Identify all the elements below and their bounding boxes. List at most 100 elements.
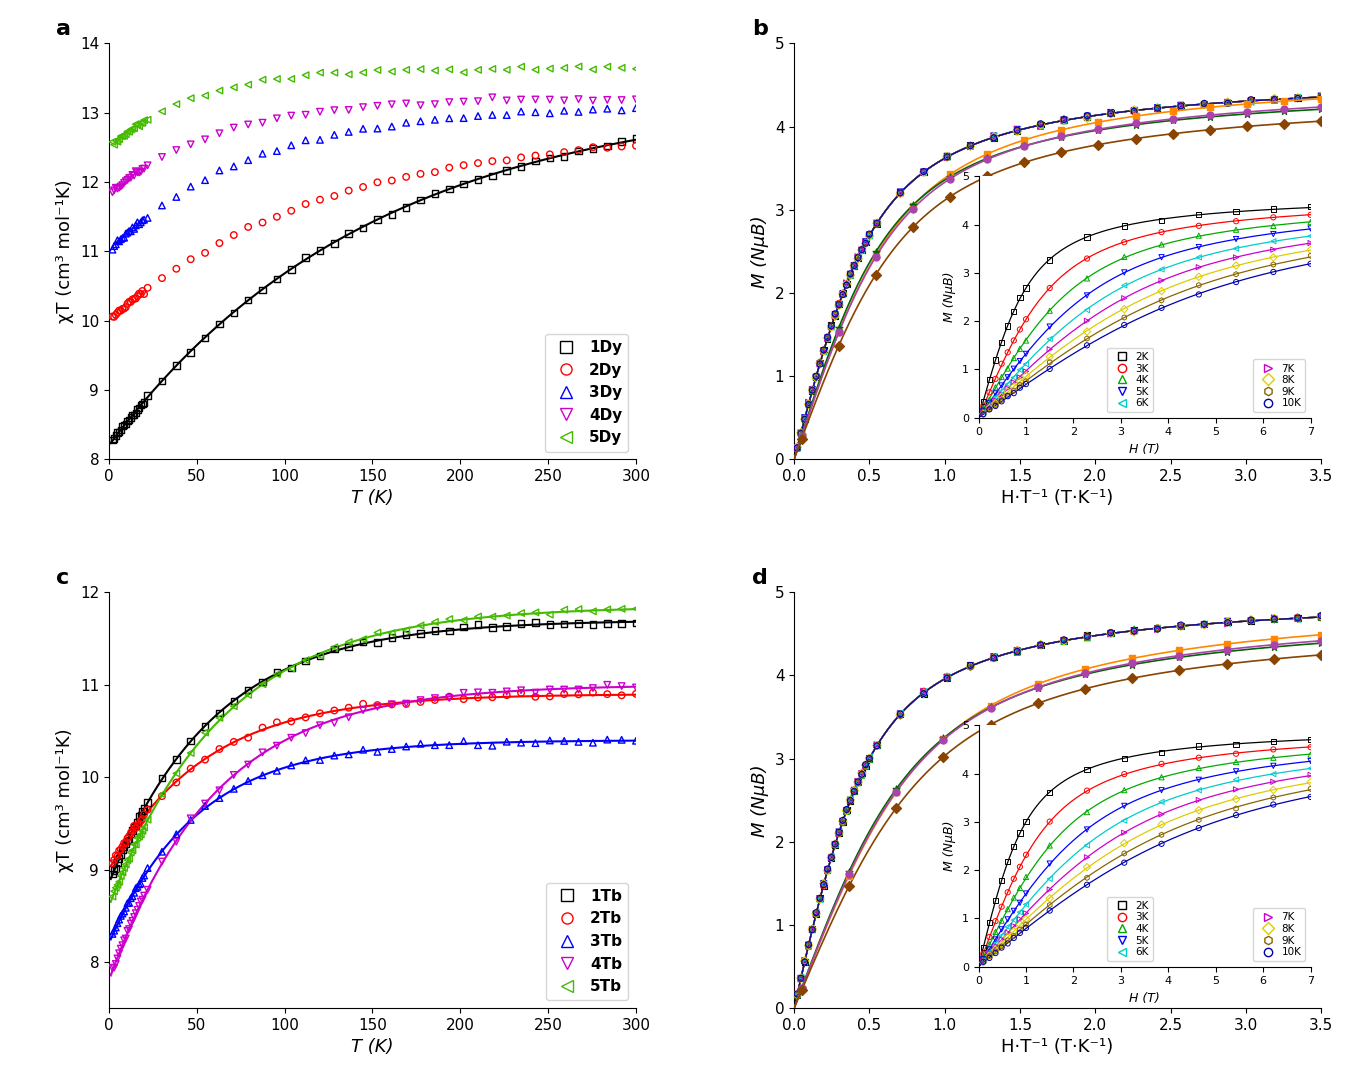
Point	[1287, 89, 1309, 106]
Point	[439, 622, 460, 640]
Point	[866, 736, 888, 753]
Point	[410, 624, 432, 642]
Point	[1169, 647, 1190, 664]
Point	[851, 242, 873, 259]
Point	[323, 714, 345, 732]
Point	[1264, 91, 1286, 108]
Point	[855, 233, 877, 250]
Point	[104, 308, 125, 325]
Point	[817, 861, 839, 878]
Point	[524, 152, 546, 169]
Point	[452, 619, 474, 636]
Point	[323, 102, 345, 119]
Point	[266, 713, 287, 731]
Point	[121, 913, 143, 930]
Point	[395, 625, 417, 643]
Point	[110, 940, 132, 957]
Point	[133, 211, 155, 229]
Point	[104, 851, 125, 868]
Point	[125, 404, 147, 422]
Point	[828, 824, 850, 841]
Point	[120, 409, 142, 426]
Point	[805, 369, 827, 386]
Point	[1216, 615, 1238, 632]
Point	[1310, 609, 1332, 627]
Point	[813, 876, 835, 893]
Point	[1237, 103, 1258, 120]
Point	[889, 185, 911, 203]
Point	[1124, 101, 1145, 118]
Point	[866, 737, 888, 754]
Point	[625, 130, 647, 147]
Point	[113, 903, 135, 920]
Point	[847, 774, 869, 791]
Point	[983, 128, 1005, 145]
Point	[1310, 87, 1332, 104]
Point	[1287, 610, 1309, 628]
Point	[353, 179, 375, 196]
Point	[105, 879, 127, 896]
Point	[809, 356, 831, 373]
Point	[786, 985, 808, 1003]
Point	[553, 147, 575, 165]
Point	[524, 61, 546, 78]
Point	[843, 257, 865, 274]
Point	[582, 92, 603, 109]
Point	[195, 171, 217, 189]
Point	[597, 139, 618, 156]
Point	[539, 681, 561, 698]
Point	[381, 740, 403, 758]
Point	[110, 846, 132, 863]
Y-axis label: M (NμB): M (NμB)	[750, 215, 770, 287]
Point	[983, 649, 1005, 667]
Point	[866, 215, 888, 232]
Point	[121, 888, 143, 905]
Point	[106, 180, 128, 197]
Point	[1100, 105, 1122, 122]
Point	[294, 651, 316, 669]
Point	[858, 228, 880, 245]
Point	[128, 285, 150, 302]
Point	[294, 131, 316, 149]
Point	[820, 317, 842, 334]
Point	[809, 890, 831, 907]
Point	[127, 401, 148, 418]
Point	[1170, 617, 1192, 634]
Point	[936, 147, 957, 165]
Point	[936, 670, 957, 687]
Point	[539, 105, 561, 122]
Point	[237, 116, 259, 133]
Point	[553, 733, 575, 750]
Point	[1007, 644, 1028, 661]
Y-axis label: χT (cm³ mol⁻¹K): χT (cm³ mol⁻¹K)	[56, 728, 75, 872]
Point	[786, 986, 808, 1004]
Point	[1241, 612, 1263, 630]
Point	[1050, 121, 1072, 139]
Point	[936, 147, 957, 165]
Point	[836, 274, 858, 292]
Point	[1287, 89, 1309, 106]
Point	[858, 227, 880, 244]
Point	[1193, 95, 1215, 113]
Point	[936, 669, 957, 686]
Point	[108, 302, 129, 320]
Point	[858, 225, 880, 243]
Point	[366, 624, 388, 642]
Point	[790, 970, 812, 988]
Point	[836, 275, 858, 293]
Point	[151, 787, 173, 804]
Point	[108, 944, 129, 962]
Point	[481, 619, 503, 636]
Point	[1264, 91, 1286, 108]
Point	[839, 267, 861, 284]
Point	[1076, 628, 1098, 645]
Point	[798, 396, 820, 413]
Point	[610, 615, 632, 632]
Point	[136, 801, 158, 818]
Point	[820, 318, 842, 335]
Point	[839, 266, 861, 283]
Point	[790, 423, 812, 440]
Point	[439, 159, 460, 177]
Point	[824, 308, 846, 325]
Point	[786, 986, 808, 1004]
